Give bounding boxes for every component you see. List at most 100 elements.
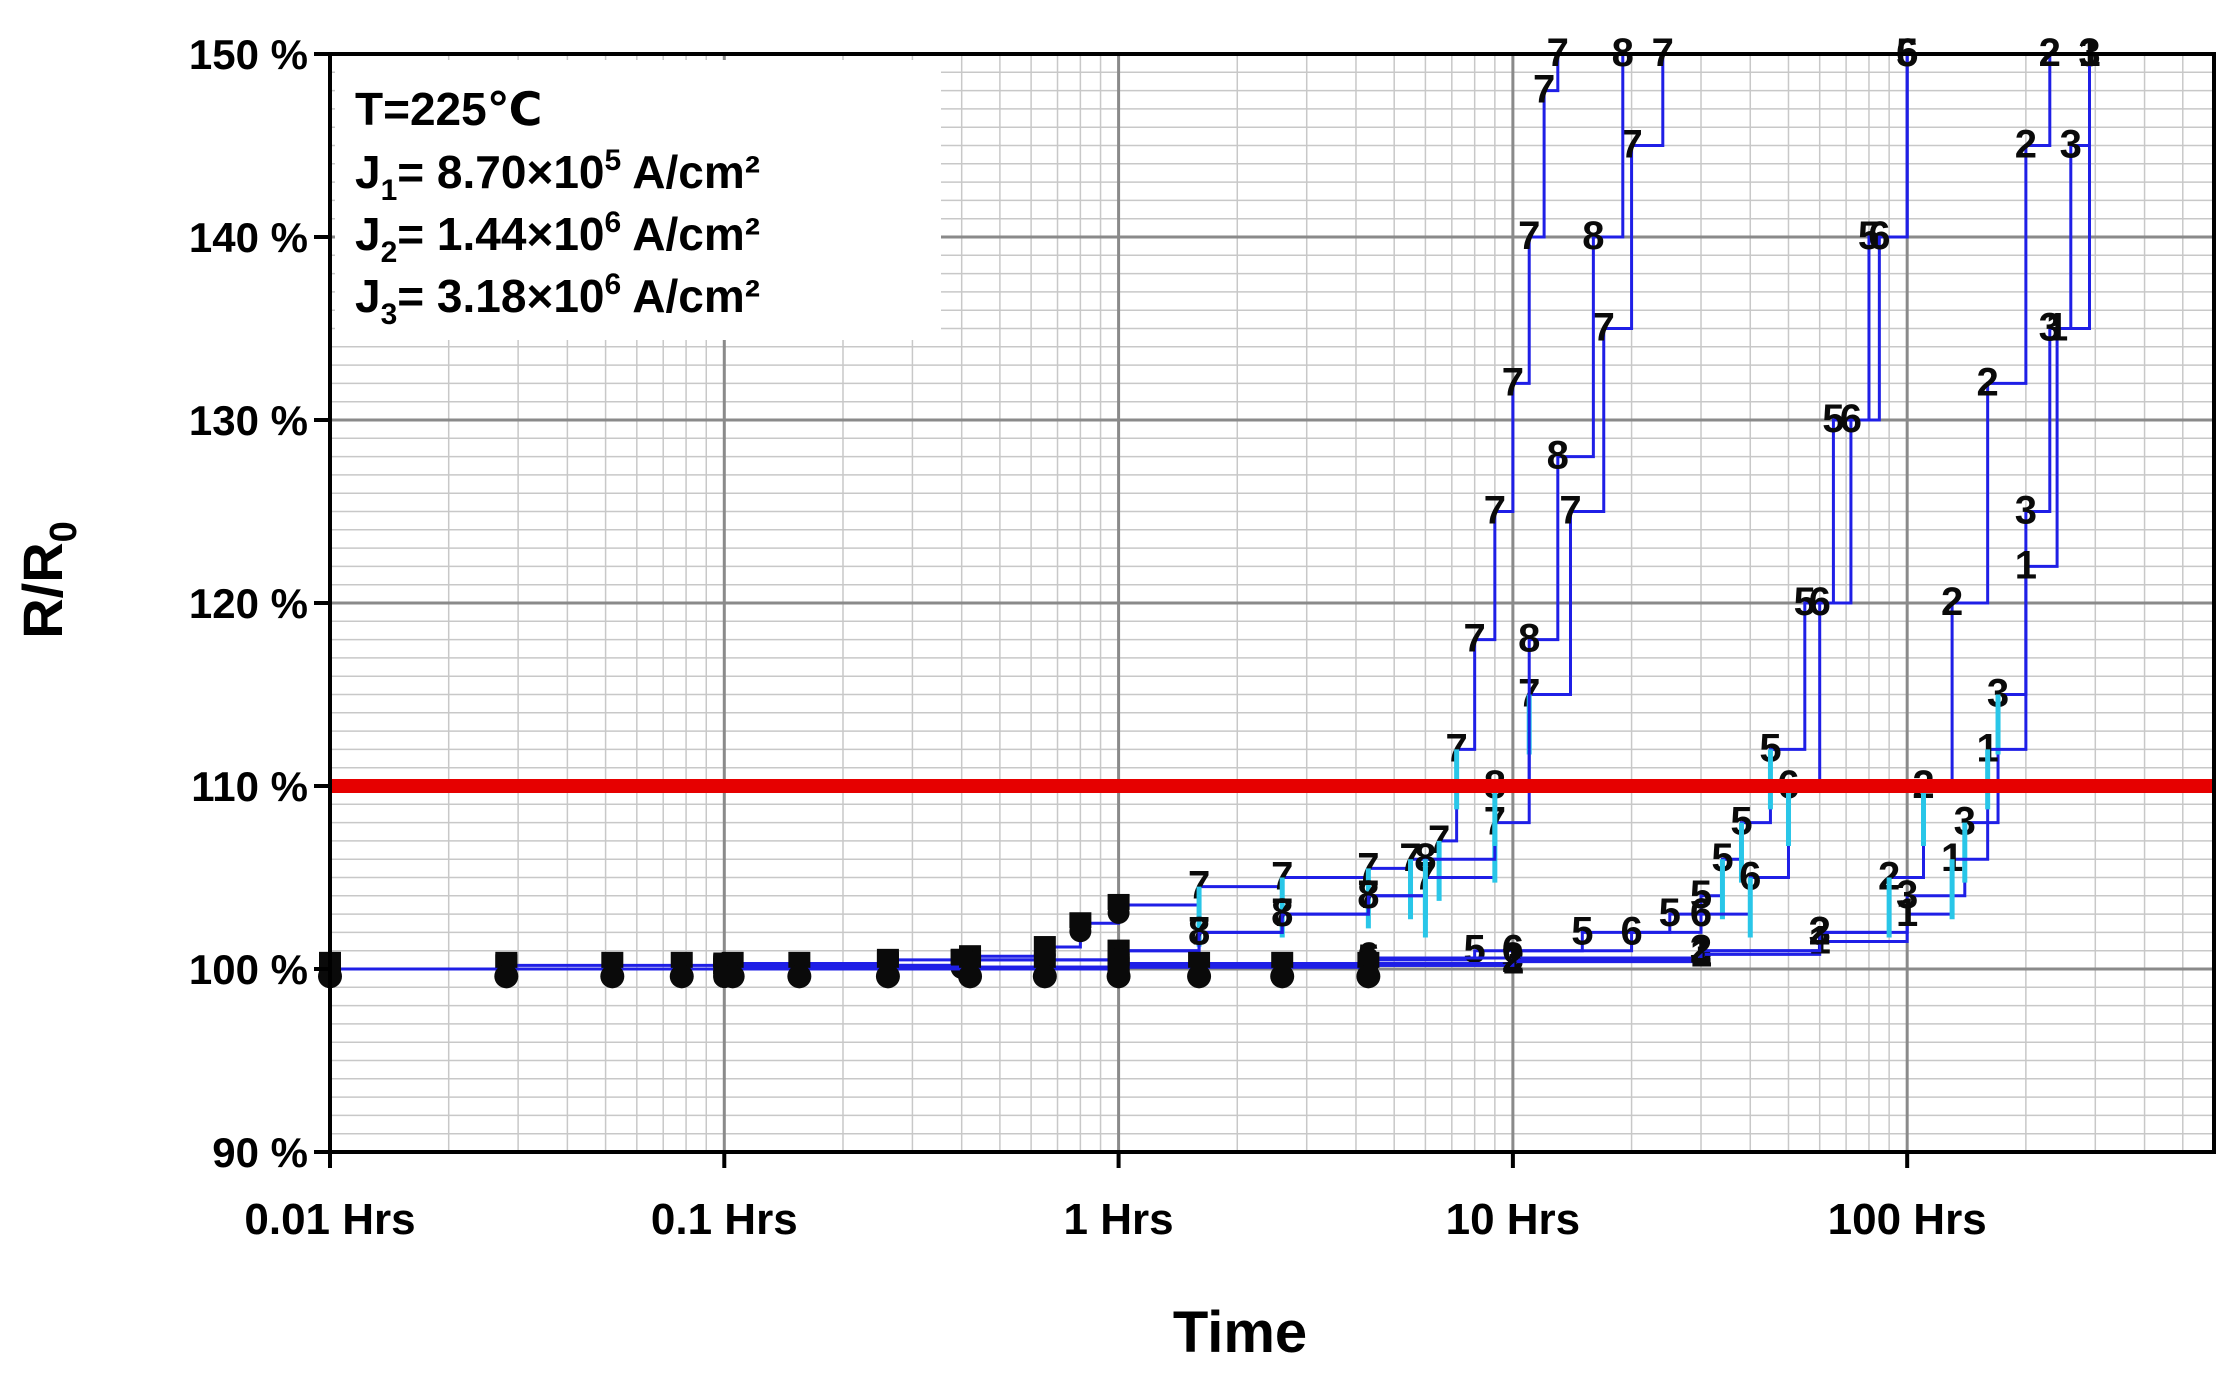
axes (314, 52, 2216, 1168)
data-point-label: 1 (1977, 726, 1999, 770)
early-marker (495, 951, 518, 968)
y-tick-label: 120 % (189, 580, 308, 627)
early-marker (875, 964, 900, 989)
data-point-label: 7 (1484, 489, 1506, 533)
data-point-label: 8 (1357, 873, 1379, 917)
data-point-label: 1 (2046, 306, 2068, 350)
early-marker (721, 951, 744, 968)
early-marker (670, 951, 693, 968)
data-series-group: 7777777777777777777777888888888555555555… (318, 31, 2101, 989)
early-marker (1033, 951, 1056, 968)
early-marker (958, 964, 983, 989)
data-point-label: 6 (1809, 580, 1831, 624)
data-point-label: 5 (1711, 836, 1733, 880)
data-point-label: 5 (1822, 397, 1844, 441)
data-point-label: 5 (1730, 800, 1752, 844)
data-point-label: 2 (1690, 928, 1712, 972)
data-point-label: 7 (1620, 123, 1642, 167)
data-point-label: 2 (1502, 937, 1524, 981)
data-point-label: 3 (2015, 489, 2037, 533)
j1-sup: 5 (604, 144, 621, 177)
early-marker (1106, 964, 1131, 989)
data-point-label: 8 (1188, 909, 1210, 953)
j1-sub: 1 (381, 174, 398, 207)
data-point-label: 7 (1428, 818, 1450, 862)
data-point-label: 7 (1502, 360, 1524, 404)
j3-prefix: J (355, 270, 381, 322)
data-point-label: 7 (1593, 306, 1615, 350)
annotation-box: T=225℃ J1= 8.70×105 A/cm² J2= 1.44×106 A… (335, 60, 941, 340)
y-axis-label-sub: 0 (43, 521, 85, 542)
early-marker (1107, 951, 1130, 968)
series-line (330, 54, 2052, 971)
early-marker (787, 964, 812, 989)
early-marker (1356, 964, 1381, 989)
data-point-label: 7 (1464, 617, 1486, 661)
data-point-label: 5 (1690, 873, 1712, 917)
data-point-label: 8 (1582, 214, 1604, 258)
data-point-label: 5 (1759, 726, 1781, 770)
data-point-label: 6 (1620, 909, 1642, 953)
j1-prefix: J (355, 146, 381, 198)
early-marker (1032, 964, 1057, 989)
data-point-label: 5 (1464, 928, 1486, 972)
j2-sup: 6 (604, 206, 621, 239)
data-point-label: 2 (2015, 123, 2037, 167)
data-point-label: 3 (2060, 123, 2082, 167)
y-axis-label-main: R/R (11, 542, 74, 638)
data-point-label: 7 (1357, 845, 1379, 889)
early-marker (959, 951, 982, 968)
data-point-label: 2 (1941, 580, 1963, 624)
x-axis-label: Time (1173, 1300, 1307, 1365)
data-point-label: 3 (1987, 672, 2009, 716)
early-marker (1357, 951, 1380, 968)
x-tick-label: 0.01 Hrs (244, 1195, 415, 1244)
early-marker (1270, 964, 1295, 989)
data-point-label: 7 (1559, 489, 1581, 533)
data-point-label: 7 (1446, 726, 1468, 770)
j3-sub: 3 (381, 298, 398, 331)
y-axis-label: R/R0 (11, 521, 85, 639)
early-marker (601, 951, 624, 968)
x-tick-label: 0.1 Hrs (651, 1195, 798, 1244)
data-point-label: 3 (1502, 935, 1524, 979)
y-tick-label: 130 % (189, 397, 308, 444)
data-point-label: 2 (1809, 909, 1831, 953)
j2-sub: 2 (381, 236, 398, 269)
early-marker (1188, 951, 1211, 968)
early-marker (720, 964, 745, 989)
early-markers (318, 951, 1381, 989)
tick-labels: 90 % 100 % 110 % 120 % 130 % 140 % 150 % 0.01 H… (189, 31, 1987, 1244)
x-tick-label: 100 Hrs (1828, 1195, 1987, 1244)
early-marker (876, 951, 899, 968)
data-point-label: 5 (1659, 891, 1681, 935)
j1-unit: A/cm² (621, 146, 760, 198)
data-point-label: 2 (1878, 855, 1900, 899)
data-point-label: 8 (1414, 836, 1436, 880)
data-point-label: 8 (1271, 891, 1293, 935)
data-point-label: 8 (1518, 617, 1540, 661)
temperature-text: T=225℃ (355, 83, 542, 135)
data-point-label: 7 (1518, 214, 1540, 258)
j3-sup: 6 (604, 268, 621, 301)
data-point-label: 7 (1271, 855, 1293, 899)
y-tick-label: 100 % (189, 946, 308, 993)
early-marker (669, 964, 694, 989)
data-point-label: 6 (1840, 397, 1862, 441)
data-point-label: 5 (1571, 909, 1593, 953)
data-point-label: 8 (1547, 434, 1569, 478)
early-marker (494, 964, 519, 989)
j3-unit: A/cm² (621, 270, 760, 322)
early-marker (1271, 951, 1294, 968)
j2-value: = 1.44×10 (397, 208, 604, 260)
annotation-j1: J1= 8.70×105 A/cm² (355, 144, 760, 207)
data-point-label: 1 (2015, 543, 2037, 587)
y-tick-label: 110 % (191, 763, 308, 810)
j1-value: = 8.70×10 (397, 146, 604, 198)
data-point-label: 6 (1690, 891, 1712, 935)
annotation-j3: J3= 3.18×106 A/cm² (355, 268, 760, 331)
data-point-label: 2 (1977, 360, 1999, 404)
data-point-label: 5 (1858, 214, 1880, 258)
data-point-label: 6 (1868, 214, 1890, 258)
